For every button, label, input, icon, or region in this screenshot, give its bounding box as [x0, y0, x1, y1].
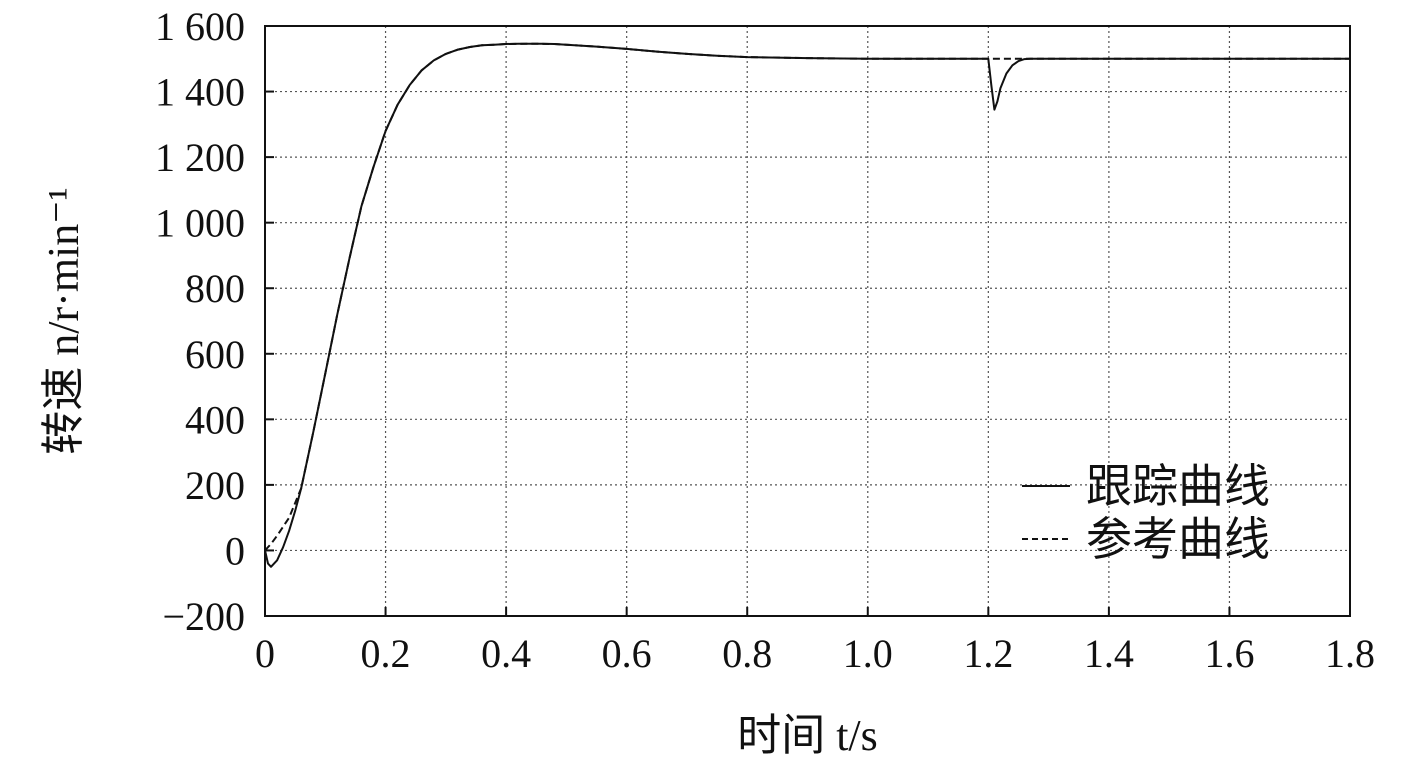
legend-label-reference: 参考曲线 [1086, 514, 1270, 565]
legend-label-tracking: 跟踪曲线 [1086, 461, 1270, 512]
grid-lines [265, 26, 1350, 616]
y-tick-label: 600 [185, 332, 245, 377]
legend: 跟踪曲线 参考曲线 [1022, 461, 1270, 565]
x-tick-label: 0.6 [602, 631, 652, 676]
plot-frame [264, 25, 1351, 617]
x-tick-label: 1.4 [1084, 631, 1134, 676]
x-tick-label: 1.8 [1325, 631, 1375, 676]
x-tick-label: 0.4 [481, 631, 531, 676]
x-tick-label: 0.8 [722, 631, 772, 676]
x-axis-label: 时间 t/s [737, 711, 878, 760]
axis-ticks: 0 0.2 0.4 0.6 0.8 1.0 1.2 1.4 1.6 1.8−20002004006… [155, 4, 1375, 676]
y-tick-label: 1 200 [155, 135, 245, 180]
series-reference-line [264, 42, 1350, 552]
series-lines [264, 42, 1350, 568]
y-tick-label: −200 [162, 594, 245, 639]
y-tick-label: 1 000 [155, 201, 245, 246]
x-tick-label: 1.0 [843, 631, 893, 676]
y-tick-label: 1 400 [155, 70, 245, 115]
x-tick-label: 1.6 [1204, 631, 1254, 676]
y-tick-label: 200 [185, 463, 245, 508]
y-tick-label: 800 [185, 266, 245, 311]
x-tick-label: 0.2 [361, 631, 411, 676]
y-tick-label: 1 600 [155, 4, 245, 49]
y-tick-label: 400 [185, 397, 245, 442]
x-tick-label: 1.2 [963, 631, 1013, 676]
y-tick-label: 0 [225, 528, 245, 573]
y-axis-label: 转速 n/r·min⁻¹ [39, 187, 88, 454]
x-tick-label: 0 [255, 631, 275, 676]
